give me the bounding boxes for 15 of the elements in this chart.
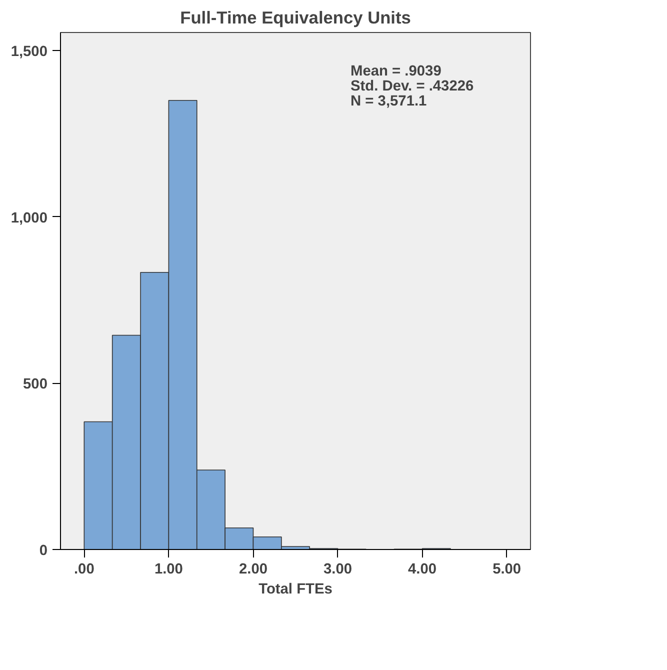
annotation: Std. Dev. = .43226 xyxy=(350,78,474,94)
x-axis-title: Total FTEs xyxy=(258,582,332,598)
y-tick-label: 500 xyxy=(23,376,48,393)
annotation: Mean = .9039 xyxy=(350,64,442,80)
x-tick-label: 5.00 xyxy=(492,562,522,578)
y-tick-label: 0 xyxy=(39,543,48,559)
chart-title: Full-Time Equivalency Units xyxy=(180,8,411,28)
y-tick-label: 1,000 xyxy=(10,210,48,226)
x-tick-label: 1.00 xyxy=(154,562,183,578)
annotation: N = 3,571.1 xyxy=(350,94,427,110)
x-tick-label: 3.00 xyxy=(324,562,352,578)
x-tick-label: .00 xyxy=(74,562,94,578)
x-tick-label: 4.00 xyxy=(408,562,437,578)
y-tick-label: 1,500 xyxy=(10,44,48,60)
x-tick-label: 2.00 xyxy=(238,562,268,578)
